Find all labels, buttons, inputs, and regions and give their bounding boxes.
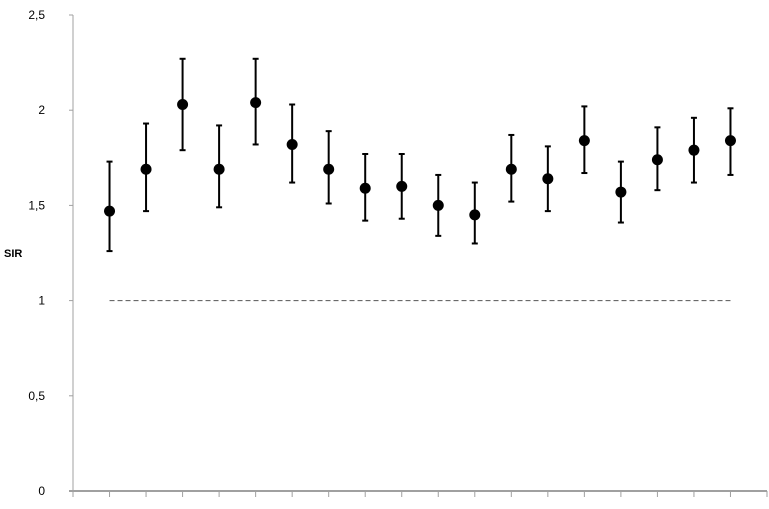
data-point (250, 97, 262, 109)
y-tick-label: 0 (38, 484, 45, 498)
y-tick-label: 0,5 (28, 389, 45, 403)
data-point (177, 98, 189, 110)
data-point (542, 173, 554, 185)
y-tick-label: 1,5 (28, 198, 45, 212)
y-tick-label: 2,5 (28, 8, 45, 22)
data-point (688, 144, 700, 156)
y-axis-label: SIR (4, 248, 22, 260)
data-point (286, 138, 298, 150)
data-point (396, 180, 408, 192)
data-point (651, 154, 663, 166)
data-point (469, 209, 481, 221)
data-point (724, 135, 736, 147)
data-point (615, 186, 627, 198)
data-point (140, 163, 152, 175)
y-tick-label: 1 (38, 294, 45, 308)
data-point (104, 205, 116, 217)
data-point (505, 163, 517, 175)
data-point (359, 182, 371, 194)
y-tick-label: 2 (38, 103, 45, 117)
data-point (432, 199, 444, 211)
data-point (213, 163, 225, 175)
data-point (323, 163, 335, 175)
data-point (578, 135, 590, 147)
